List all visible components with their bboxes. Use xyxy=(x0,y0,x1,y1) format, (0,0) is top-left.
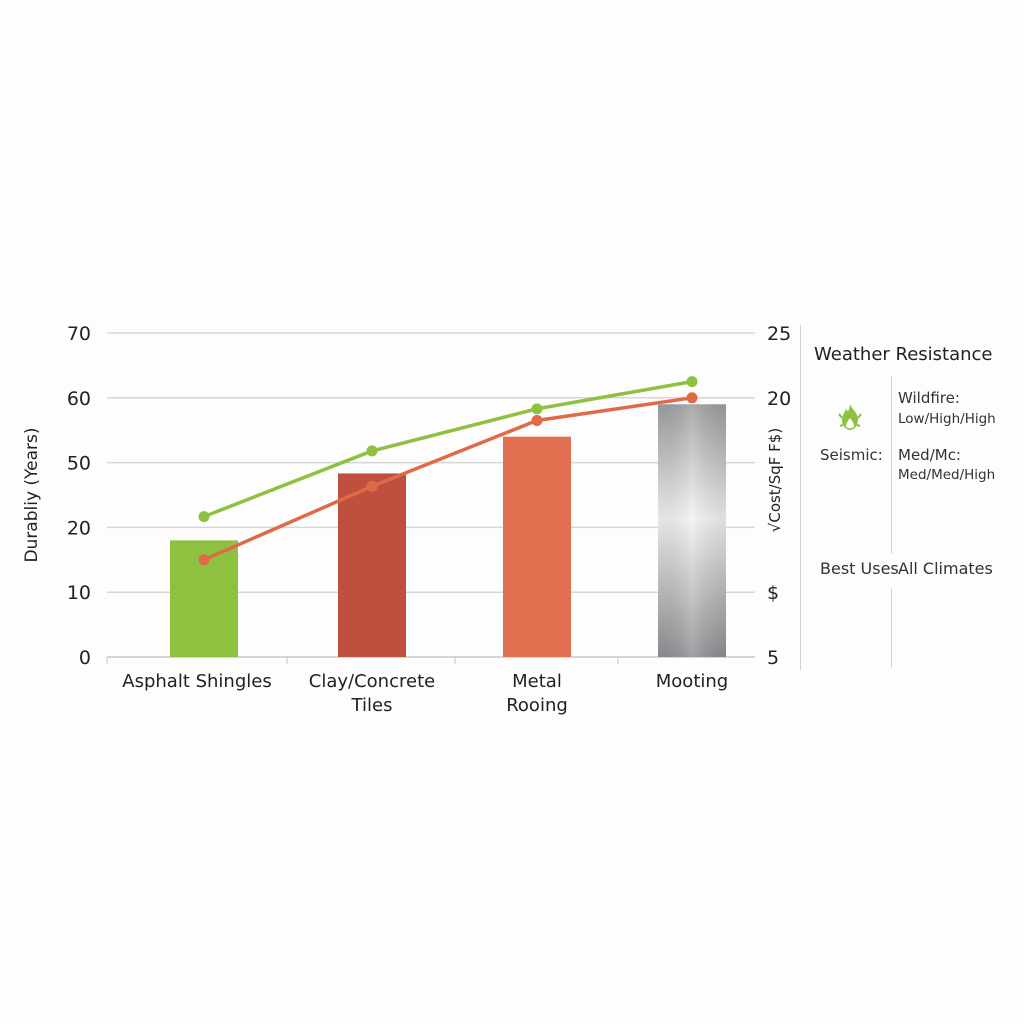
best-uses-value: All Climates xyxy=(898,559,993,578)
series-line xyxy=(203,396,693,562)
panel-title: Weather Resistance xyxy=(814,344,993,365)
x-tick-label: Metal xyxy=(512,671,562,692)
y-tick-label: 70 xyxy=(67,323,91,345)
x-tick-label: Tiles xyxy=(351,695,393,716)
seismic-value-1: Med/Mc: xyxy=(898,446,961,464)
bar-shade xyxy=(658,404,726,657)
wildfire-label: Wildfire: xyxy=(898,389,960,407)
series-point xyxy=(198,554,210,566)
bar xyxy=(503,436,571,657)
y2-tick-label: 25 xyxy=(767,323,791,345)
panel-inner-divider xyxy=(891,376,892,554)
x-tick-label: Asphalt Shingles xyxy=(122,671,271,692)
wildfire-value: Low/High/High xyxy=(898,411,996,427)
fire-icon xyxy=(836,402,864,434)
series-point xyxy=(531,414,543,426)
series-point xyxy=(366,445,378,457)
x-tick-label: Mooting xyxy=(656,671,728,692)
panel-divider xyxy=(800,325,801,670)
bar xyxy=(338,473,406,657)
panel-inner-divider-lower xyxy=(891,588,892,668)
series-point xyxy=(531,403,543,415)
seismic-label: Seismic: xyxy=(820,446,883,464)
y-tick-label: 0 xyxy=(79,647,91,669)
y2-tick-label: 20 xyxy=(767,388,791,410)
x-tick-label: Clay/Concrete xyxy=(309,671,435,692)
y-axis-label: Durabliy (Years) xyxy=(22,427,42,562)
series-point xyxy=(366,480,378,492)
series-line xyxy=(203,379,693,519)
y-tick-label: 20 xyxy=(67,517,91,539)
y-tick-label: 50 xyxy=(67,453,91,475)
y2-tick-label: 5 xyxy=(767,647,779,669)
y2-tick-label: $ xyxy=(767,582,779,604)
best-uses-label: Best Uses xyxy=(820,559,899,578)
y-tick-label: 60 xyxy=(67,388,91,410)
y-tick-label: 10 xyxy=(67,582,91,604)
y2-axis-label: √Cost/SqF F$) xyxy=(766,428,784,532)
seismic-value-2: Med/Med/High xyxy=(898,467,996,483)
x-tick-label: Rooing xyxy=(506,695,568,716)
series-point xyxy=(686,392,698,404)
series-point xyxy=(686,376,698,388)
series-point xyxy=(198,511,210,523)
